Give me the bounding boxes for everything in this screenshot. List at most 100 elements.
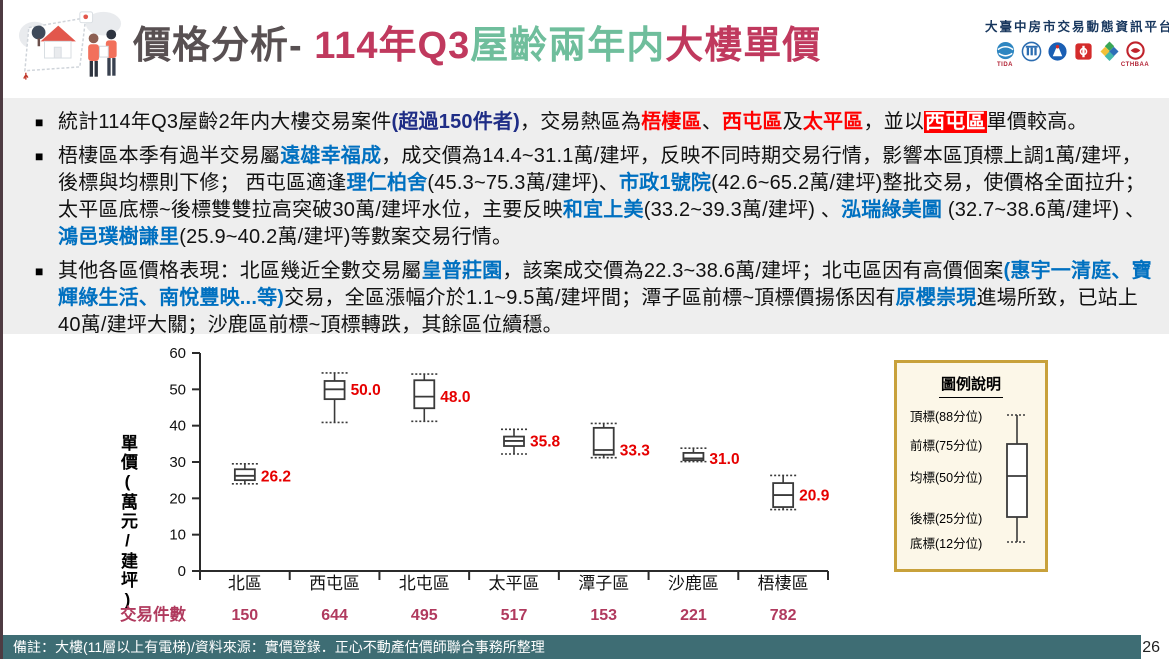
- text-segment: 114年Q3: [314, 25, 471, 67]
- page-number: 26: [1142, 639, 1160, 656]
- boxplot-太平區: 35.8: [501, 428, 561, 455]
- median-value-label: 35.8: [530, 433, 561, 450]
- text-segment: 價格分析-: [133, 25, 315, 67]
- boxplot-沙鹿區: 31.0: [680, 447, 740, 468]
- text-segment: ，交易熱區為: [520, 111, 642, 133]
- tida-globe-logo: TIDA: [994, 41, 1016, 69]
- category-label: 沙鹿區: [668, 574, 719, 593]
- text-segment: (33.2~39.3萬/建坪) 、: [643, 199, 842, 221]
- transaction-count: 644: [321, 607, 348, 624]
- transaction-count: 517: [501, 607, 528, 624]
- bullet-marker: ■: [35, 148, 44, 164]
- text-segment: 及: [782, 111, 803, 133]
- y-tick-label: 50: [169, 381, 186, 398]
- boxplot-梧棲區: 20.9: [770, 474, 830, 511]
- text-segment: 其他各區價格表現：北區幾近全數交易屬: [58, 260, 422, 282]
- text-segment: 原櫻崇現: [895, 287, 977, 309]
- category-label: 北區: [228, 574, 262, 593]
- median-value-label: 26.2: [261, 468, 291, 485]
- text-segment: 統計114年Q3屋齡2年内大樓交易案件: [58, 111, 392, 133]
- cthbaa-logo: CTHBAA: [1120, 41, 1150, 69]
- category-label: 北屯區: [399, 574, 450, 593]
- text-segment: 梧棲區: [641, 111, 702, 133]
- category-label: 太平區: [489, 574, 540, 593]
- transaction-count: 150: [232, 607, 259, 624]
- median-value-label: 50.0: [351, 382, 381, 399]
- transaction-count: 495: [411, 607, 438, 624]
- boxplot-西屯區: 50.0: [321, 372, 381, 424]
- boxplot-北區: 26.2: [231, 463, 291, 485]
- text-segment: 交易，全區漲幅介於1.1~9.5萬/建坪間；潭子區前標~頂標價揚係因有: [284, 287, 896, 309]
- header: 價格分析- 114年Q3屋齡兩年内大樓單價 大臺中房市交易動態資訊平台 TIDA: [3, 0, 1169, 98]
- median-value-label: 33.3: [620, 443, 651, 460]
- counts-row-label: 交易件數: [120, 604, 187, 624]
- category-label: 潭子區: [578, 574, 629, 593]
- text-segment: 屋齡兩年内: [470, 25, 666, 67]
- median-value-label: 48.0: [440, 389, 470, 406]
- land-institute-logo: [1020, 41, 1042, 62]
- text-segment: (超過150件者): [391, 111, 520, 133]
- text-segment: 、: [701, 111, 723, 133]
- y-tick-label: 0: [178, 563, 186, 580]
- legend-item: 後標(25分位): [910, 512, 983, 526]
- y-tick-label: 40: [169, 418, 186, 435]
- text-segment: 進場所致，已站上40萬/建坪大關；沙鹿區前標~頂標轉跌，其餘區位續穩。: [58, 287, 1139, 336]
- bullet-marker: ■: [35, 114, 44, 130]
- partner-logos: TIDA CTHBAA: [985, 41, 1155, 69]
- bullet-item-1: ■ 統計114年Q3屋齡2年内大樓交易案件(超過150件者)，交易熱區為梧棲區、西…: [35, 109, 1153, 136]
- text-segment: 梧棲區本季有過半交易屬: [58, 145, 281, 167]
- y-tick-label: 30: [169, 454, 186, 471]
- cthbaa-label: CTHBAA: [1120, 62, 1150, 68]
- legend-item: 均標(50分位): [910, 471, 983, 485]
- text-segment: 和宜上美: [562, 199, 644, 221]
- boxplot-潭子區: 33.3: [590, 422, 651, 460]
- legend-title: 圖例說明: [939, 373, 1003, 398]
- text-segment: 遠雄幸福成: [280, 145, 382, 167]
- text-segment: 單價較高。: [986, 111, 1088, 133]
- text-segment: 皇普莊園: [421, 260, 503, 282]
- legend-item: 頂標(88分位): [910, 410, 983, 424]
- legend-item: 底標(12分位): [910, 537, 983, 551]
- summary-panel: ■ 統計114年Q3屋齡2年内大樓交易案件(超過150件者)，交易熱區為梧棲區、西…: [3, 98, 1169, 336]
- bullet-text: 梧棲區本季有過半交易屬遠雄幸福成，成交價為14.4~31.1萬/建坪，反映不同時…: [58, 143, 1153, 251]
- text-segment: ，該案成交價為22.3~38.6萬/建坪；北屯區因有高價個案: [502, 260, 1004, 282]
- page-title: 價格分析- 114年Q3屋齡兩年内大樓單價: [133, 16, 821, 76]
- text-segment: (25.9~40.2萬/建坪)等數案交易行情。: [179, 226, 513, 248]
- illustration-svg: [18, 11, 122, 80]
- boxplot-chart: 0 10 20 30 40 50 60 26.2 北區 150 50.0 西屯區 644 48.0 北屯區 4…: [120, 345, 830, 624]
- median-value-label: 31.0: [709, 451, 739, 468]
- y-axis-label: 單價(萬元/建坪): [118, 434, 137, 611]
- legend-boxplot-glyph: [1006, 414, 1028, 543]
- y-tick-label: 60: [169, 345, 186, 362]
- chart-area: 單價(萬元/建坪) 0 10 20 30 40 50 60 26.2 北區 150 50.0 西屯區 6…: [3, 334, 1169, 634]
- header-right: 大臺中房市交易動態資訊平台 TIDA: [985, 16, 1169, 69]
- tida-label: TIDA: [997, 62, 1013, 68]
- text-segment: 大樓單價: [665, 25, 822, 67]
- y-tick-label: 20: [169, 490, 186, 507]
- category-label: 西屯區: [309, 574, 360, 593]
- text-segment: 理仁柏舍: [346, 172, 428, 194]
- text-segment: (42.6~65.2萬/建坪)整批交易，使價格全面拉升； 太平區底標~後標雙雙拉…: [58, 172, 1146, 221]
- bullet-item-3: ■ 其他各區價格表現：北區幾近全數交易屬皇普莊園，該案成交價為22.3~38.6萬…: [35, 258, 1153, 339]
- footer-note: 備註：大樓(11層以上有電梯)/資料來源：實價登錄．正心不動產估價師聯合事務所整…: [13, 639, 545, 655]
- category-label: 梧棲區: [758, 574, 809, 593]
- legend-item: 前標(75分位): [910, 439, 983, 453]
- text-segment: ，並以: [863, 111, 925, 133]
- bullet-item-2: ■ 梧棲區本季有過半交易屬遠雄幸福成，成交價為14.4~31.1萬/建坪，反映不同…: [35, 143, 1153, 251]
- transaction-count: 782: [770, 607, 797, 624]
- bullet-text: 其他各區價格表現：北區幾近全數交易屬皇普莊園，該案成交價為22.3~38.6萬/…: [58, 258, 1153, 339]
- footer-note-bar: 備註：大樓(11層以上有電梯)/資料來源：實價登錄．正心不動產估價師聯合事務所整…: [3, 635, 1141, 659]
- color-cube-logo: [1098, 41, 1120, 62]
- text-segment: ，成交價為14.4~31.1萬/建坪，反映不同時期交易行情，影響本區頂標上調1萬…: [58, 145, 1142, 194]
- text-segment: (惠宇一清庭、寶輝綠生活、南悅豐映...等): [58, 260, 1152, 309]
- red-seal-logo: [1072, 41, 1094, 62]
- text-segment: 西屯區: [722, 111, 783, 133]
- text-segment: 太平區: [802, 111, 864, 133]
- legend-box: 圖例說明 頂標(88分位) 前標(75分位) 均標(50分位) 後標(25分位) 底標(…: [894, 360, 1048, 572]
- text-segment: 市政1號院: [618, 172, 712, 194]
- text-segment: 泓瑞綠美圖: [841, 199, 943, 221]
- median-value-label: 20.9: [799, 488, 830, 505]
- government-badge-logo: [1046, 41, 1068, 62]
- text-segment: 鴻邑璞樹謙里: [58, 226, 180, 248]
